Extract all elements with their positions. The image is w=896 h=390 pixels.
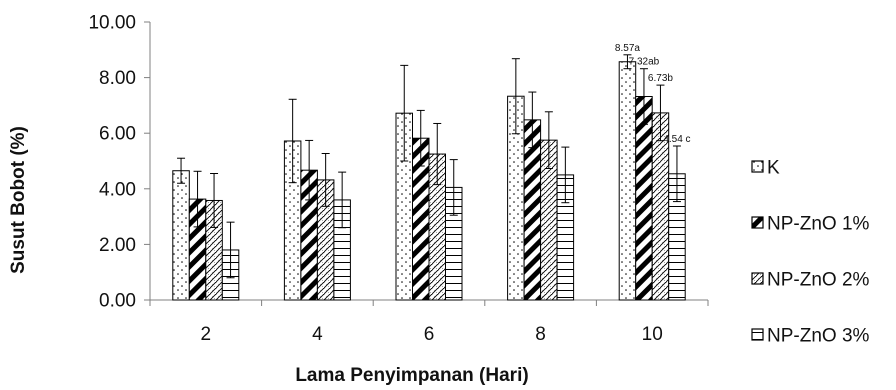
x-axis-title: Lama Penyimpanan (Hari): [295, 365, 528, 386]
legend-swatch: [751, 216, 764, 229]
x-axis: 2 4 6 8 10: [149, 299, 709, 345]
legend-label: NP-ZnO 3%: [767, 326, 870, 347]
x-tick-label: 8: [535, 324, 546, 345]
y-tick-label: 4.00: [99, 179, 136, 200]
y-tick-label: 0.00: [99, 291, 136, 312]
data-label: 6.73b: [648, 73, 673, 84]
y-axis: 0.00 2.00 4.00 6.00 8.00 10.00: [88, 13, 151, 312]
data-labels: 8.57a 7.32ab 6.73b 4.54 c: [615, 43, 691, 145]
data-label: 8.57a: [615, 43, 640, 54]
bar: [172, 170, 190, 301]
legend: K NP-ZnO 1% NP-ZnO 2% NP-ZnO 3%: [751, 158, 870, 347]
legend-swatch: [751, 328, 764, 341]
legend-swatch: [751, 160, 764, 173]
bar: [618, 61, 637, 301]
x-tick-label: 6: [424, 324, 435, 345]
y-axis-title: Susut Bobot (%): [8, 126, 29, 274]
x-tick-label: 4: [312, 324, 323, 345]
data-label: 7.32ab: [629, 57, 660, 68]
legend-label: K: [767, 158, 780, 179]
y-tick-label: 8.00: [99, 68, 136, 89]
x-tick-label: 10: [642, 324, 663, 345]
y-tick-label: 2.00: [99, 235, 136, 256]
data-label: 4.54 c: [663, 134, 690, 145]
x-tick-label: 2: [201, 324, 212, 345]
legend-swatch: [751, 272, 764, 285]
y-tick-label: 6.00: [99, 124, 136, 145]
legend-label: NP-ZnO 2%: [767, 270, 870, 291]
bars: [172, 54, 686, 301]
bar: [635, 96, 653, 301]
legend-label: NP-ZnO 1%: [767, 214, 870, 235]
y-tick-label: 10.00: [88, 13, 136, 34]
